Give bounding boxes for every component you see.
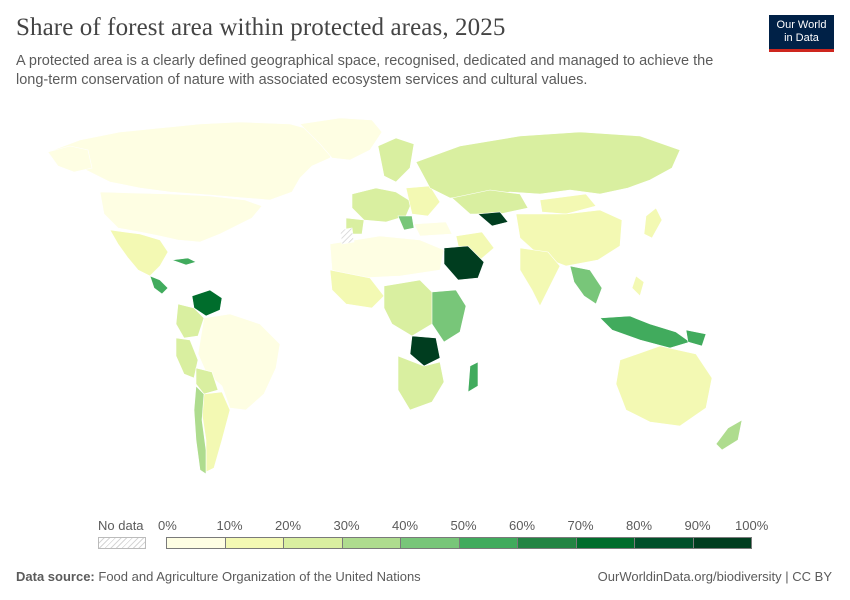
chart-title: Share of forest area within protected ar… bbox=[16, 14, 506, 41]
world-map bbox=[47, 117, 743, 475]
country-eastern-europe[interactable] bbox=[405, 185, 441, 217]
country-colombia[interactable] bbox=[175, 303, 205, 339]
country-western-sahara[interactable] bbox=[339, 227, 355, 245]
legend-tick-label: 90% bbox=[684, 518, 711, 533]
country-saudi-arabia[interactable] bbox=[443, 245, 485, 281]
country-greenland[interactable] bbox=[299, 117, 383, 161]
logo-line-1: Our World bbox=[776, 19, 827, 31]
country-usa[interactable] bbox=[99, 191, 263, 243]
country-canada[interactable] bbox=[47, 121, 336, 201]
country-balkans[interactable] bbox=[397, 215, 415, 231]
legend-tick-label: 10% bbox=[216, 518, 243, 533]
legend-swatch[interactable] bbox=[575, 537, 635, 549]
country-india[interactable] bbox=[519, 247, 561, 307]
legend-nodata-label: No data bbox=[98, 518, 144, 533]
legend-swatch[interactable] bbox=[634, 537, 694, 549]
chart-subtitle: A protected area is a clearly defined ge… bbox=[16, 53, 714, 88]
country-chile[interactable] bbox=[193, 385, 207, 475]
legend-tick-label: 60% bbox=[509, 518, 536, 533]
country-uzbekistan[interactable] bbox=[477, 211, 509, 227]
country-west-africa[interactable] bbox=[329, 269, 385, 309]
country-kazakhstan[interactable] bbox=[451, 189, 529, 215]
country-southeast-asia[interactable] bbox=[569, 265, 603, 305]
country-peru[interactable] bbox=[175, 337, 199, 379]
legend-tick-label: 30% bbox=[333, 518, 360, 533]
source-link[interactable]: OurWorldinData.org/biodiversity | CC BY bbox=[597, 569, 832, 584]
legend-tick-label: 50% bbox=[450, 518, 477, 533]
legend-swatch[interactable] bbox=[283, 537, 343, 549]
legend-swatch[interactable] bbox=[400, 537, 460, 549]
country-brazil[interactable] bbox=[197, 313, 281, 411]
legend-swatch[interactable] bbox=[692, 537, 752, 549]
legend-swatch[interactable] bbox=[166, 537, 226, 549]
legend-tick-label: 20% bbox=[275, 518, 302, 533]
country-bolivia[interactable] bbox=[195, 367, 219, 395]
data-source-text[interactable]: Food and Agriculture Organization of the… bbox=[98, 569, 421, 584]
logo-line-2: in Data bbox=[784, 32, 819, 44]
country-mongolia[interactable] bbox=[539, 193, 597, 215]
country-southern-africa[interactable] bbox=[397, 355, 445, 411]
country-central-africa[interactable] bbox=[383, 279, 437, 337]
legend-tick-label: 80% bbox=[626, 518, 653, 533]
country-new-zealand[interactable] bbox=[715, 419, 743, 451]
data-source: Data source: Food and Agriculture Organi… bbox=[16, 569, 421, 584]
country-east-africa[interactable] bbox=[431, 289, 467, 343]
color-legend: No data 0% 10% 20% 30% 40% 50% 60% 70% 80% 90% 100… bbox=[0, 510, 850, 555]
legend-tick-label: 40% bbox=[392, 518, 419, 533]
country-cuba[interactable] bbox=[171, 257, 197, 266]
legend-tick-label: 0% bbox=[158, 518, 177, 533]
country-papua-new-guinea[interactable] bbox=[685, 329, 707, 347]
country-indonesia[interactable] bbox=[599, 315, 691, 349]
country-mexico[interactable] bbox=[109, 229, 169, 277]
country-madagascar[interactable] bbox=[467, 361, 479, 393]
legend-nodata-swatch[interactable] bbox=[98, 537, 146, 549]
country-zambia[interactable] bbox=[409, 335, 441, 367]
country-scandinavia[interactable] bbox=[377, 137, 415, 183]
legend-swatch[interactable] bbox=[224, 537, 284, 549]
country-russia[interactable] bbox=[415, 131, 681, 199]
data-source-label: Data source: bbox=[16, 569, 95, 584]
country-australia[interactable] bbox=[615, 345, 713, 427]
legend-tick-label: 100% bbox=[735, 518, 769, 533]
country-turkey[interactable] bbox=[413, 221, 453, 237]
owid-logo[interactable]: Our World in Data bbox=[769, 15, 834, 52]
legend-swatch[interactable] bbox=[458, 537, 518, 549]
legend-swatch[interactable] bbox=[341, 537, 401, 549]
country-argentina[interactable] bbox=[201, 391, 231, 473]
country-central-america[interactable] bbox=[149, 275, 169, 295]
country-japan[interactable] bbox=[643, 207, 663, 239]
legend-swatch[interactable] bbox=[517, 537, 577, 549]
legend-tick-label: 70% bbox=[567, 518, 594, 533]
country-philippines[interactable] bbox=[631, 275, 645, 297]
country-alaska[interactable] bbox=[47, 145, 93, 173]
